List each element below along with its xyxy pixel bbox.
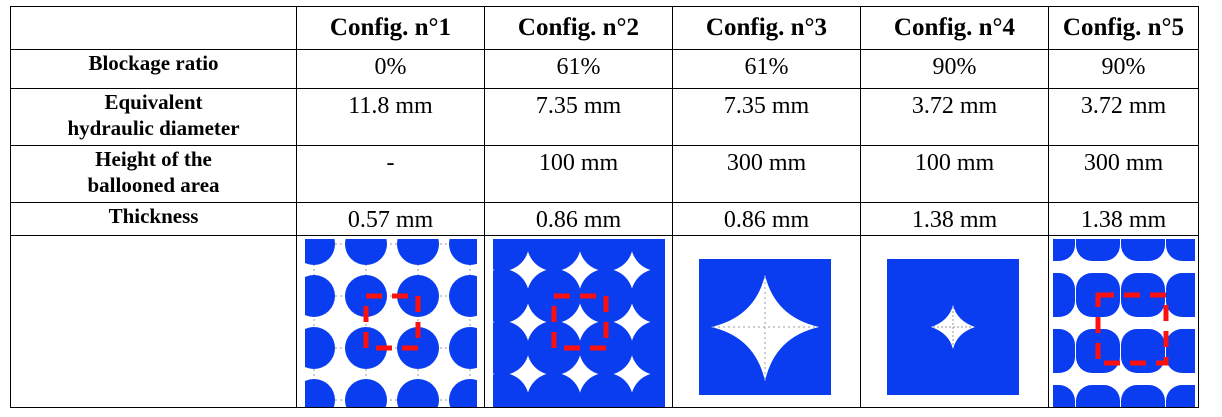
value-cell: 1.38 mm [1048,202,1199,236]
value-cell: 90% [1048,49,1199,89]
value-cell: 300 mm [1048,145,1199,203]
value-cell: 300 mm [672,145,861,203]
configuration-table: Config. n°1 Config. n°2 Config. n°3 Conf… [10,6,1199,408]
value-cell: 7.35 mm [672,88,861,146]
table-row: Blockage ratio 0% 61% 61% 90% 90% [10,49,1199,89]
value-cell: 3.72 mm [1048,88,1199,146]
image-cell-config-2 [484,235,673,408]
header-config-2: Config. n°2 [484,6,673,50]
row-label-ballooned-height: Height of the ballooned area [10,145,297,203]
value-cell: 100 mm [860,145,1049,203]
value-cell: 0% [296,49,485,89]
value-cell: 3.72 mm [860,88,1049,146]
value-cell: 0.86 mm [672,202,861,236]
table-row: Thickness 0.57 mm 0.86 mm 0.86 mm 1.38 m… [10,202,1199,236]
value-cell: 0.86 mm [484,202,673,236]
rod-array-config-1-icon [304,239,477,407]
table-row: Height of the ballooned area - 100 mm 30… [10,145,1199,203]
value-cell: 11.8 mm [296,88,485,146]
header-config-4: Config. n°4 [860,6,1049,50]
row-label-text: Thickness [108,204,199,228]
value-cell: 7.35 mm [484,88,673,146]
row-label-hydraulic-diameter: Equivalent hydraulic diameter [10,88,297,146]
header-config-1: Config. n°1 [296,6,485,50]
corner-cell [10,6,297,50]
value-cell: - [296,145,485,203]
image-cell-config-1 [296,235,485,408]
header-config-5: Config. n°5 [1048,6,1199,50]
row-label-line: Equivalent [104,90,203,114]
image-cell-config-5 [1048,235,1199,408]
image-cell-config-3 [672,235,861,408]
value-cell: 61% [672,49,861,89]
header-config-3: Config. n°3 [672,6,861,50]
table-row: Equivalent hydraulic diameter 11.8 mm 7.… [10,88,1199,146]
value-cell: 90% [860,49,1049,89]
row-label-line: Height of the [95,147,212,171]
value-cell: 1.38 mm [860,202,1049,236]
rod-array-config-5-icon [1052,239,1195,407]
image-row [10,235,1199,408]
image-cell-config-4 [860,235,1049,408]
subchannel-config-4-icon [868,239,1041,407]
row-label-text: Blockage ratio [88,51,219,75]
empty-label-cell [10,235,297,408]
value-cell: 100 mm [484,145,673,203]
value-cell: 0.57 mm [296,202,485,236]
row-label-line: hydraulic diameter [67,116,240,140]
value-cell: 61% [484,49,673,89]
rod-array-config-2-icon [492,239,665,407]
header-row: Config. n°1 Config. n°2 Config. n°3 Conf… [10,6,1199,50]
row-label-line: ballooned area [87,173,220,197]
row-label-blockage-ratio: Blockage ratio [10,49,297,89]
row-label-thickness: Thickness [10,202,297,236]
subchannel-config-3-icon [680,239,853,407]
